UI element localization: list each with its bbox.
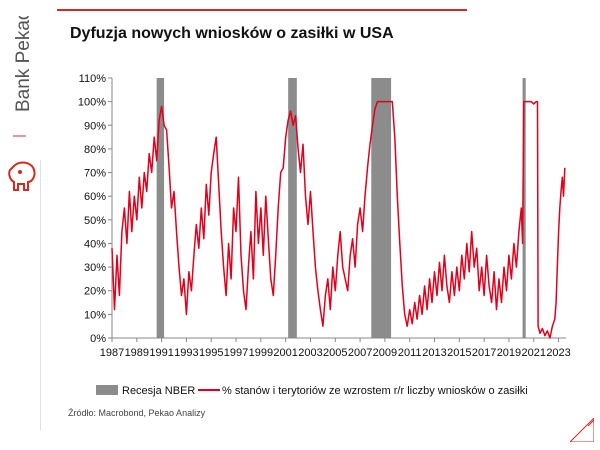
series-line-0 xyxy=(111,100,566,339)
x-tick-label: 2001 xyxy=(273,347,297,359)
top-accent-line xyxy=(57,9,467,11)
y-tick-label: 50% xyxy=(84,215,106,227)
recession-bar-1 xyxy=(288,78,297,338)
x-tick-label: 2011 xyxy=(398,347,422,359)
x-tick-label: 2007 xyxy=(348,347,372,359)
source-note: Źródło: Macrobond, Pekao Analizy xyxy=(68,408,206,418)
x-tick-label: 1999 xyxy=(249,347,273,359)
x-tick-label: 1989 xyxy=(125,347,149,359)
brand-logo: Bank Pekao xyxy=(2,10,38,216)
y-tick-label: 30% xyxy=(84,262,106,274)
x-tick-label: 1993 xyxy=(174,347,198,359)
axes xyxy=(111,78,566,339)
y-axis-ticks: 0% 10% 20% 30% 40% 50% 60% 70% 80% 90% 100% 110% xyxy=(78,73,112,345)
legend-series-label: % stanów i terytoriów ze wzrostem r/r li… xyxy=(222,385,528,397)
y-tick-label: 80% xyxy=(84,144,106,156)
y-tick-label: 40% xyxy=(84,238,106,250)
x-tick-label: 1995 xyxy=(199,347,223,359)
y-tick-label: 0% xyxy=(90,333,106,345)
y-tick-label: 20% xyxy=(84,286,106,298)
x-axis-ticks: 1987 1989 1991 1993 1995 1997 1999 2001 2003 2005… xyxy=(100,338,571,359)
x-tick-label: 2005 xyxy=(323,347,347,359)
y-tick-label: 110% xyxy=(79,73,107,85)
y-tick-label: 90% xyxy=(84,120,106,132)
x-tick-label: 1987 xyxy=(100,347,124,359)
x-tick-label: 2019 xyxy=(497,347,521,359)
legend-recession-label: Recesja NBER xyxy=(122,385,195,397)
x-tick-label: 1997 xyxy=(224,347,248,359)
x-tick-label: 2003 xyxy=(298,347,322,359)
x-tick-label: 2015 xyxy=(447,347,471,359)
series-layer xyxy=(111,100,566,339)
y-tick-label: 100% xyxy=(78,97,106,109)
x-tick-label: 2021 xyxy=(522,347,546,359)
x-tick-label: 1991 xyxy=(149,347,173,359)
legend: Recesja NBER % stanów i terytoriów ze wzr… xyxy=(96,385,528,397)
x-tick-label: 2013 xyxy=(422,347,446,359)
x-tick-label: 2023 xyxy=(546,347,570,359)
x-tick-label: 2017 xyxy=(472,347,496,359)
bison-icon xyxy=(8,161,36,191)
page-corner-icon xyxy=(570,418,594,442)
x-tick-label: 2009 xyxy=(373,347,397,359)
y-tick-label: 10% xyxy=(84,309,106,321)
recession-bar-3 xyxy=(522,78,526,338)
recession-bar-2 xyxy=(371,78,392,338)
side-divider xyxy=(40,160,41,430)
y-tick-label: 70% xyxy=(84,168,106,180)
y-tick-label: 60% xyxy=(84,191,106,203)
brand-name: Bank Pekao xyxy=(13,16,34,112)
chart-title: Dyfuzja nowych wniosków o zasiłki w USA xyxy=(70,25,394,42)
recession-bar-0 xyxy=(156,78,165,338)
diffusion-chart: 0% 10% 20% 30% 40% 50% 60% 70% 80% 90% 100% 110% 19… xyxy=(78,73,571,397)
legend-recession-swatch xyxy=(96,385,118,395)
recession-bars xyxy=(156,78,526,338)
